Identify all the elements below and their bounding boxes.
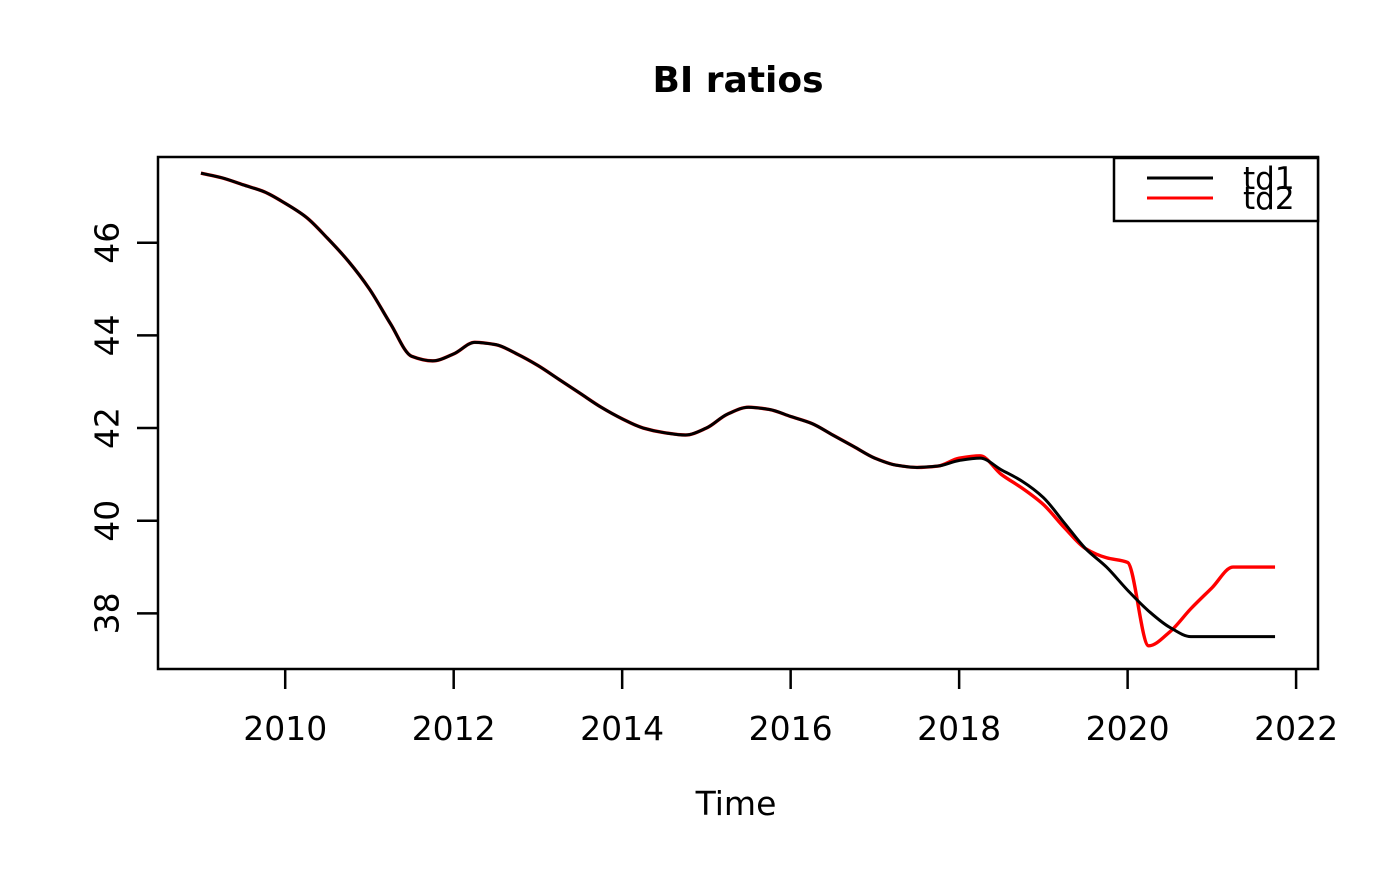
- x-tick-label: 2010: [243, 709, 327, 748]
- plot-border: [156, 155, 1320, 671]
- series-td1-line: [200, 171, 1276, 639]
- y-tick-label: 42: [88, 407, 127, 449]
- legend-box: [1112, 156, 1320, 223]
- x-tick-label: 2012: [412, 709, 496, 748]
- x-tick-label: 2016: [749, 709, 833, 748]
- y-tick-label: 40: [88, 500, 127, 542]
- x-tick-label: 2022: [1254, 709, 1338, 748]
- x-tick-label: 2020: [1086, 709, 1170, 748]
- y-tick-label: 38: [88, 592, 127, 634]
- legend: td1 td2: [1112, 156, 1320, 223]
- x-axis-title: Time: [695, 784, 777, 823]
- y-tick-label: 44: [88, 314, 127, 356]
- x-tick-label: 2018: [917, 709, 1001, 748]
- chart-title: BI ratios: [652, 60, 823, 101]
- plot-area: 2010 2012 2014 2016 2018 2020 2022 38 40 42 44 46: [88, 155, 1338, 748]
- x-tick-label: 2014: [580, 709, 664, 748]
- legend-label-td2: td2: [1243, 181, 1295, 217]
- y-tick-label: 46: [88, 222, 127, 264]
- legend-label-td1: td1: [1243, 161, 1295, 197]
